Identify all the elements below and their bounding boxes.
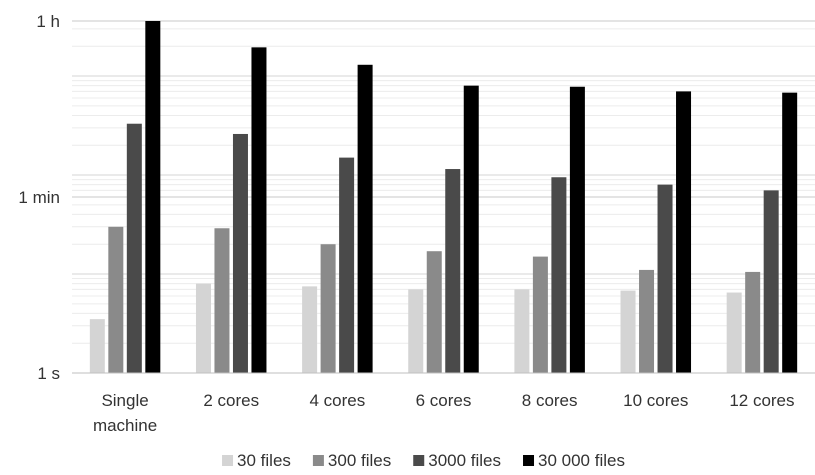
legend-swatch	[523, 455, 535, 466]
bars	[89, 21, 798, 374]
legend-label: 30 000 files	[538, 451, 625, 470]
bar	[620, 290, 636, 373]
x-tick-label: 8 cores	[522, 391, 578, 410]
bar	[569, 86, 585, 373]
bar	[232, 133, 248, 373]
bar	[302, 286, 318, 373]
bar	[463, 85, 479, 374]
bar	[357, 64, 373, 373]
legend: 30 files 300 files 3000 files 30 000 files	[222, 451, 625, 470]
legend-swatch	[413, 455, 425, 466]
bar	[145, 21, 161, 373]
legend-item: 30 files	[222, 451, 291, 470]
x-tick-label: machine	[93, 416, 157, 435]
x-tick-label: 2 cores	[203, 391, 259, 410]
bar	[782, 92, 798, 374]
axes: 1 s 1 min 1 h Single machine 2 cores 4 cores 6 …	[18, 12, 815, 435]
x-tick-label: 10 cores	[623, 391, 688, 410]
bar	[639, 269, 655, 373]
x-tick-label: 4 cores	[309, 391, 365, 410]
legend-swatch	[312, 455, 324, 466]
legend-label: 3000 files	[428, 451, 501, 470]
y-tick-label: 1 h	[36, 12, 60, 31]
bar	[745, 271, 761, 373]
x-tick-label: Single	[101, 391, 148, 410]
bar	[214, 228, 230, 373]
legend-item: 3000 files	[413, 451, 501, 470]
legend-label: 300 files	[328, 451, 391, 470]
bar	[445, 169, 461, 373]
x-tick-label: 12 cores	[729, 391, 794, 410]
bar	[726, 292, 742, 373]
bar	[339, 157, 355, 373]
bar	[320, 244, 336, 373]
y-tick-label: 1 min	[18, 188, 60, 207]
x-tick-label: 6 cores	[416, 391, 472, 410]
bar	[426, 251, 442, 373]
legend-item: 30 000 files	[523, 451, 625, 470]
legend-swatch	[222, 455, 234, 466]
bar	[551, 177, 567, 373]
bar	[195, 283, 211, 373]
bar	[126, 123, 142, 374]
bar	[108, 226, 124, 373]
bar	[89, 319, 105, 373]
legend-label: 30 files	[237, 451, 291, 470]
bar	[408, 289, 424, 373]
bar	[251, 47, 267, 374]
gridlines	[72, 20, 815, 374]
bar	[532, 256, 548, 373]
bar	[676, 91, 692, 373]
y-tick-label: 1 s	[37, 364, 60, 383]
bar	[514, 289, 530, 373]
legend-item: 300 files	[312, 451, 391, 470]
bar	[763, 190, 779, 373]
bar	[657, 184, 673, 373]
